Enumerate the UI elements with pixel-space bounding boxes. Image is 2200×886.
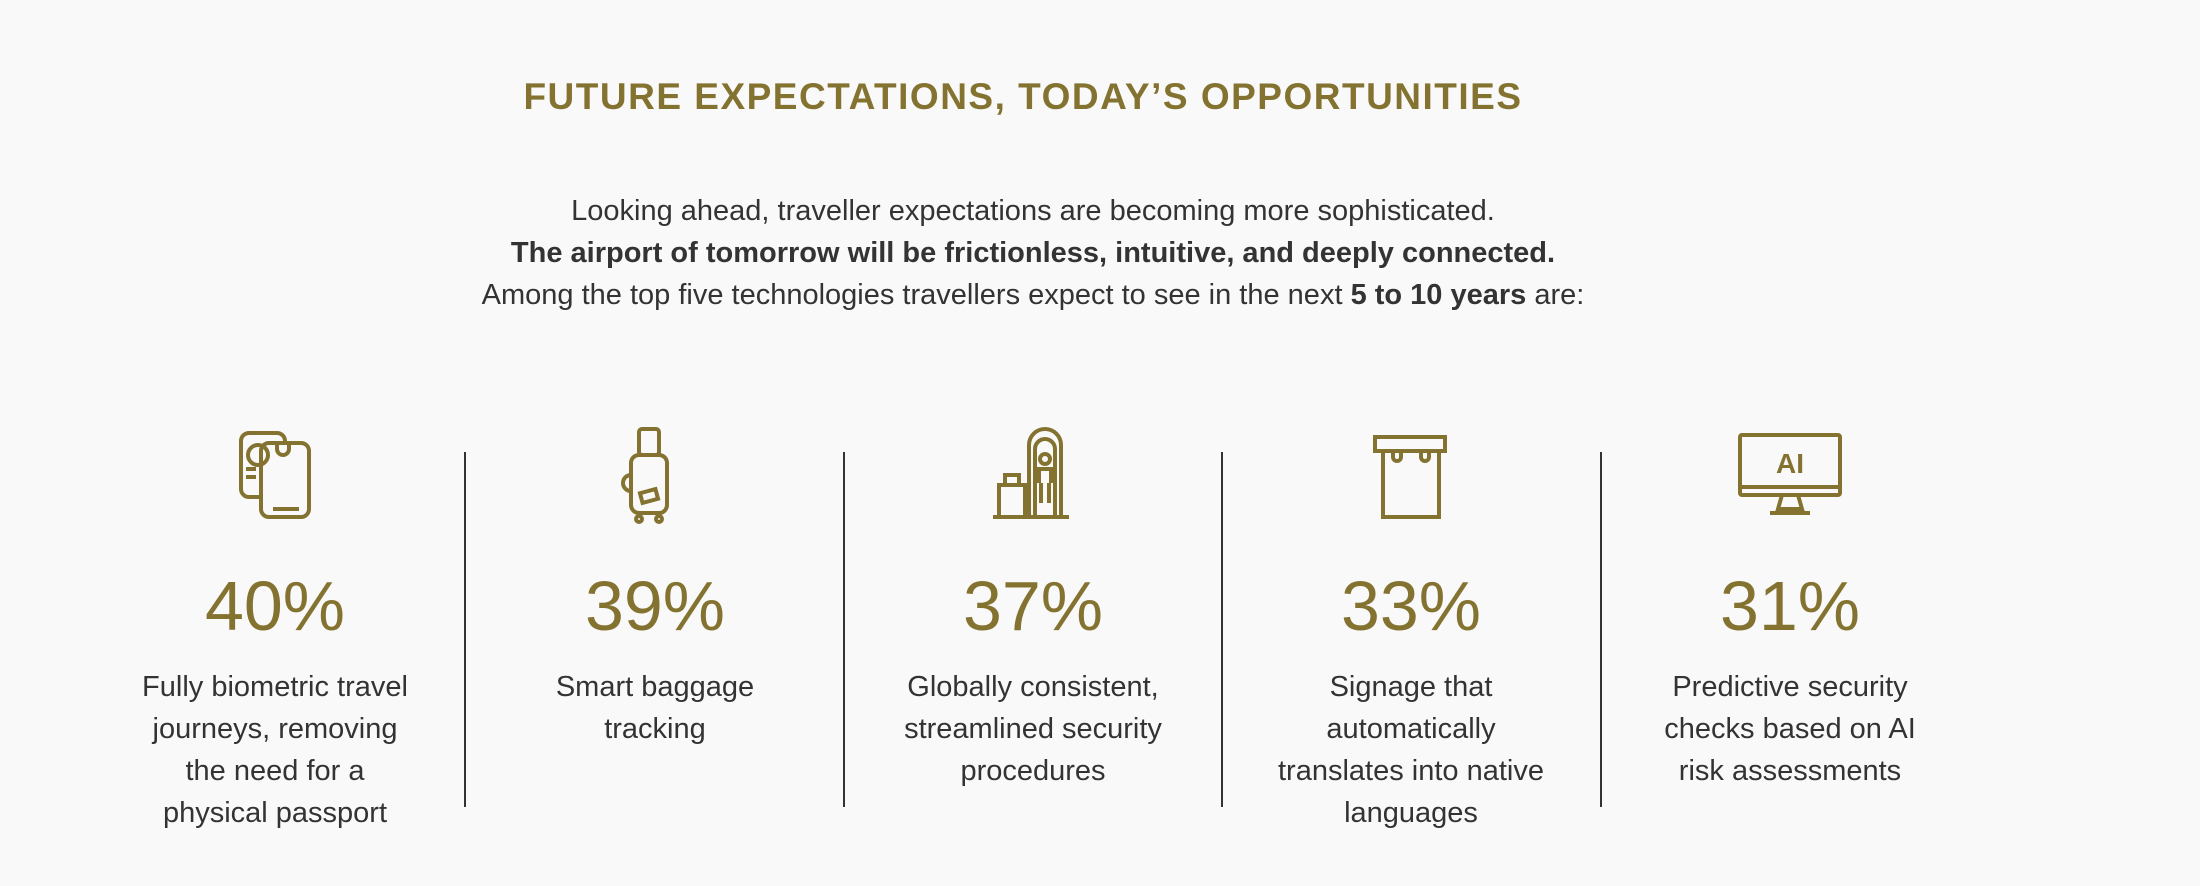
item: 39% Smart baggage tracking [475, 420, 835, 750]
description-line: Smart baggage [555, 671, 755, 703]
icon-label: AI [1776, 448, 1804, 479]
item: 33% Signage that automatically translates i… [1231, 420, 1591, 834]
icon [1373, 435, 1447, 519]
item: 40% Fully biometric travel journeys, remov… [95, 420, 455, 834]
description-line: journeys, removing [152, 713, 398, 745]
stat-value: 40% [204, 567, 346, 645]
description-line: the need for a [185, 755, 365, 787]
description-line: automatically [1326, 713, 1496, 745]
intro-text: Looking ahead, traveller expectations ar… [571, 195, 1495, 227]
description-line: translates into native [1278, 755, 1544, 787]
stat-value: 37% [962, 567, 1104, 645]
intro-text: The airport of tomorrow will be friction… [510, 237, 1556, 269]
description-line: Predictive security [1672, 671, 1908, 703]
description-line: checks based on AI [1664, 713, 1916, 745]
stat-value: 39% [584, 567, 726, 645]
description-line: physical passport [162, 797, 388, 829]
stat-value: 31% [1719, 567, 1861, 645]
item: 37% Globally consistent, streamlined secur… [853, 420, 1213, 792]
description-line: streamlined security [904, 713, 1162, 745]
icon [993, 427, 1069, 519]
icon [239, 431, 311, 519]
description-line: procedures [960, 755, 1106, 787]
stat-description: Globally consistent, streamlined security… [853, 666, 1213, 792]
description-line: tracking [604, 713, 706, 745]
stat-description: Fully biometric travel journeys, removing… [95, 666, 455, 834]
stat-description: Signage that automatically translates into… [1231, 666, 1591, 834]
intro-text: 5 to 10 years [1350, 279, 1527, 311]
description-line: Globally consistent, [907, 671, 1159, 703]
description-line: risk assessments [1678, 755, 1902, 787]
stat-description: Smart baggage tracking [475, 666, 835, 750]
stat-description: Predictive security checks based on AI ris… [1610, 666, 1970, 792]
title: FUTURE EXPECTATIONS, TODAY’S OPPORTUNITI… [523, 76, 1523, 117]
description-line: Fully biometric travel [142, 671, 408, 703]
description-line: Signage that [1329, 671, 1493, 703]
intro-line: Among the top five technologies travelle… [0, 274, 2066, 316]
divider [1221, 452, 1223, 807]
intro-line: Looking ahead, traveller expectations ar… [0, 190, 2066, 232]
divider [843, 452, 845, 807]
intro: Looking ahead, traveller expectations ar… [0, 190, 2066, 316]
intro-text: Among the top five technologies travelle… [481, 279, 1351, 311]
description-line: languages [1344, 797, 1478, 829]
icon [621, 427, 669, 524]
intro-line: The airport of tomorrow will be friction… [0, 232, 2066, 274]
intro-text: are: [1526, 279, 1585, 311]
item: AI 31% Predictive security checks based on … [1610, 420, 1970, 792]
icon: AI [1738, 433, 1842, 515]
stat-value: 33% [1340, 567, 1482, 645]
divider [1599, 452, 1602, 807]
divider [464, 452, 466, 807]
